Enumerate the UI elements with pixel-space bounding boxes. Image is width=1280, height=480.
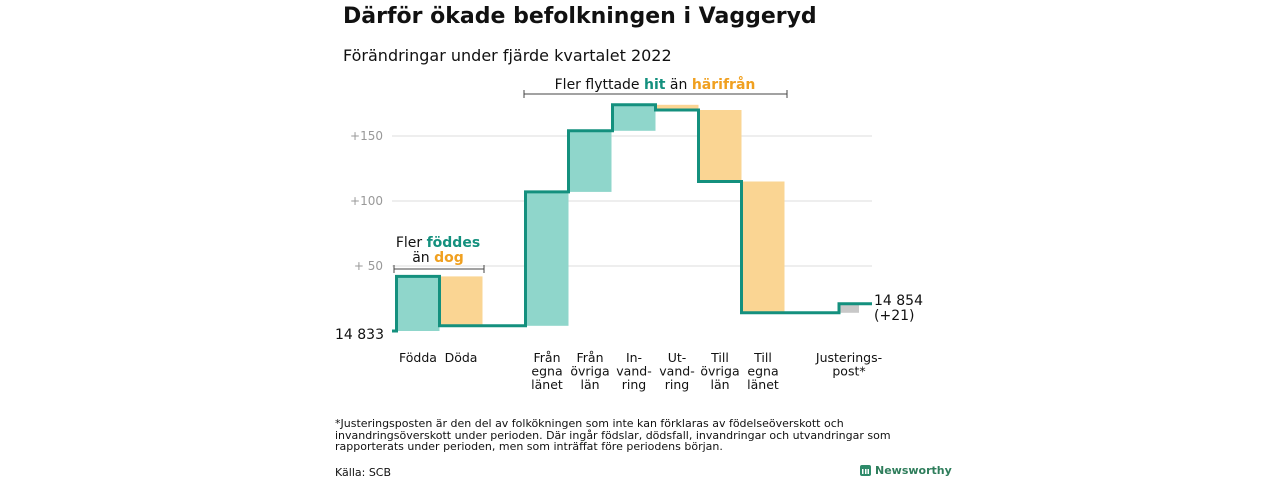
x-tick-label: övriga [570,364,609,379]
x-tick-label: län [580,377,599,392]
x-tick-label: vand- [616,364,651,379]
bar-8 [839,303,859,313]
x-tick-label: länet [531,377,563,392]
annotation-text: Fler [396,235,427,251]
annotation-highlight: härifrån [692,76,756,93]
x-tick-label: länet [747,377,779,392]
x-tick-label: In- [626,350,642,365]
annotation-highlight: föddes [427,235,481,251]
end-change-label: (+21) [874,308,914,324]
x-tick-label: egna [747,364,778,379]
x-tick-label: Till [753,350,772,365]
x-tick-label: Från [576,350,603,365]
bar-4 [612,104,656,131]
births-annotation-line1: Fler föddes [396,235,480,251]
series-line [392,103,872,333]
annotation-highlight: dog [434,250,464,266]
source-label: Källa: SCB [335,466,392,479]
annotation-text: än [665,77,691,93]
x-tick-label: Födda [399,350,437,365]
bar-2 [525,191,569,326]
annotation-text: Fler flyttade [555,77,644,93]
x-tick-label: Döda [445,350,478,365]
bar-7 [741,181,785,313]
births-annotation-line2: än dog [412,250,464,266]
x-tick-label: egna [531,364,562,379]
y-tick-label: +150 [350,129,383,143]
migration-annotation: Fler flyttade hit än härifrån [555,76,756,93]
bar-chart-icon [860,465,871,476]
start-value-label: 14 833 [335,327,384,343]
annotation-text: än [412,250,434,266]
y-tick-label: +100 [350,194,383,208]
brand-logo: Newsworthy [860,464,952,477]
y-tick-label: + 50 [354,259,383,273]
x-tick-label: ring [622,377,646,392]
chart-title: Därför ökade befolkningen i Vaggeryd [343,4,817,29]
x-tick-label: Från [533,350,560,365]
x-tick-label: län [710,377,729,392]
end-value-label: 14 854 [874,293,923,309]
x-tick-label: ring [665,377,689,392]
brand-name: Newsworthy [875,464,952,477]
annotation-highlight: hit [644,77,666,93]
chart-subtitle: Förändringar under fjärde kvartalet 2022 [343,46,672,65]
bar-6 [698,110,742,182]
x-tick-label: övriga [700,364,739,379]
bar-0 [396,276,440,331]
bar-5 [655,104,699,110]
x-tick-label: Justerings- [815,350,882,365]
bar-1 [439,276,483,326]
x-tick-label: Till [710,350,729,365]
x-tick-label: post* [832,364,865,379]
x-tick-label: vand- [659,364,694,379]
bar-3 [568,130,612,192]
footnote: *Justeringsposten är den del av folkökni… [335,417,891,453]
x-tick-label: Ut- [668,350,687,365]
